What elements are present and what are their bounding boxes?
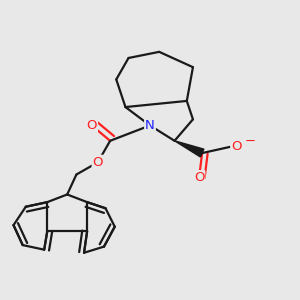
Text: O: O [231,140,242,153]
Text: O: O [86,119,97,132]
Text: N: N [145,119,155,132]
Text: O: O [194,171,204,184]
Text: O: O [93,156,103,169]
Polygon shape [175,141,204,157]
Text: −: − [244,135,256,148]
